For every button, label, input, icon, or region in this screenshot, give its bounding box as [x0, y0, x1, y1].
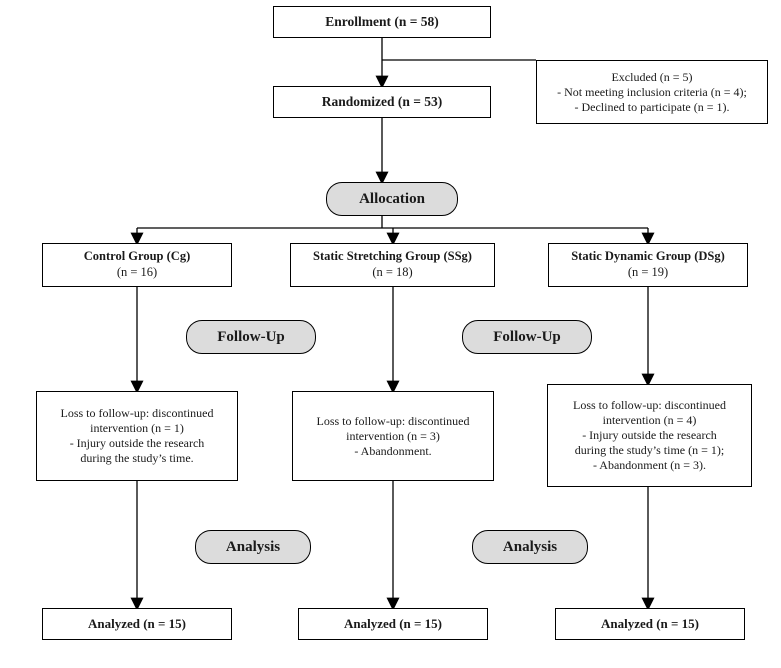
loss-dsg-l3: - Injury outside the research	[582, 428, 717, 443]
node-excluded: Excluded (n = 5) - Not meeting inclusion…	[536, 60, 768, 124]
node-loss-ssg: Loss to follow-up: discontinued interven…	[292, 391, 494, 481]
pill-followup-right: Follow-Up	[462, 320, 592, 354]
loss-ssg-l1: Loss to follow-up: discontinued	[317, 414, 470, 429]
pill-analysis-right-label: Analysis	[503, 539, 557, 556]
excluded-line-2: - Not meeting inclusion criteria (n = 4)…	[557, 85, 747, 100]
analyzed-dsg-label: Analyzed (n = 15)	[601, 616, 699, 632]
cg-sub: (n = 16)	[117, 265, 157, 281]
node-ds-group: Static Dynamic Group (DSg) (n = 19)	[548, 243, 748, 287]
pill-analysis-left: Analysis	[195, 530, 311, 564]
dsg-title: Static Dynamic Group (DSg)	[571, 249, 725, 265]
loss-cg-l1: Loss to follow-up: discontinued	[61, 406, 214, 421]
node-control-group: Control Group (Cg) (n = 16)	[42, 243, 232, 287]
ssg-title: Static Stretching Group (SSg)	[313, 249, 472, 265]
pill-followup-right-label: Follow-Up	[493, 329, 561, 346]
excluded-line-1: Excluded (n = 5)	[611, 70, 692, 85]
node-randomized-label: Randomized (n = 53)	[322, 94, 443, 111]
pill-allocation-label: Allocation	[359, 191, 425, 208]
node-analyzed-dsg: Analyzed (n = 15)	[555, 608, 745, 640]
node-analyzed-cg: Analyzed (n = 15)	[42, 608, 232, 640]
loss-ssg-l3: - Abandonment.	[354, 444, 431, 459]
node-randomized: Randomized (n = 53)	[273, 86, 491, 118]
pill-followup-left: Follow-Up	[186, 320, 316, 354]
node-loss-cg: Loss to follow-up: discontinued interven…	[36, 391, 238, 481]
loss-ssg-l2: intervention (n = 3)	[346, 429, 440, 444]
node-analyzed-ssg: Analyzed (n = 15)	[298, 608, 488, 640]
loss-cg-l2: intervention (n = 1)	[90, 421, 184, 436]
node-enrollment-label: Enrollment (n = 58)	[325, 14, 439, 31]
ssg-sub: (n = 18)	[372, 265, 412, 281]
node-loss-dsg: Loss to follow-up: discontinued interven…	[547, 384, 752, 487]
excluded-line-3: - Declined to participate (n = 1).	[574, 100, 729, 115]
pill-analysis-left-label: Analysis	[226, 539, 280, 556]
loss-dsg-l4: during the study’s time (n = 1);	[575, 443, 724, 458]
cg-title: Control Group (Cg)	[84, 249, 191, 265]
loss-dsg-l5: - Abandonment (n = 3).	[593, 458, 706, 473]
node-enrollment: Enrollment (n = 58)	[273, 6, 491, 38]
pill-analysis-right: Analysis	[472, 530, 588, 564]
node-ss-group: Static Stretching Group (SSg) (n = 18)	[290, 243, 495, 287]
flowchart-canvas: Enrollment (n = 58) Randomized (n = 53) …	[0, 0, 781, 668]
analyzed-cg-label: Analyzed (n = 15)	[88, 616, 186, 632]
pill-followup-left-label: Follow-Up	[217, 329, 285, 346]
loss-dsg-l2: intervention (n = 4)	[603, 413, 697, 428]
analyzed-ssg-label: Analyzed (n = 15)	[344, 616, 442, 632]
dsg-sub: (n = 19)	[628, 265, 668, 281]
pill-allocation: Allocation	[326, 182, 458, 216]
loss-cg-l4: during the study’s time.	[80, 451, 193, 466]
loss-dsg-l1: Loss to follow-up: discontinued	[573, 398, 726, 413]
loss-cg-l3: - Injury outside the research	[70, 436, 205, 451]
